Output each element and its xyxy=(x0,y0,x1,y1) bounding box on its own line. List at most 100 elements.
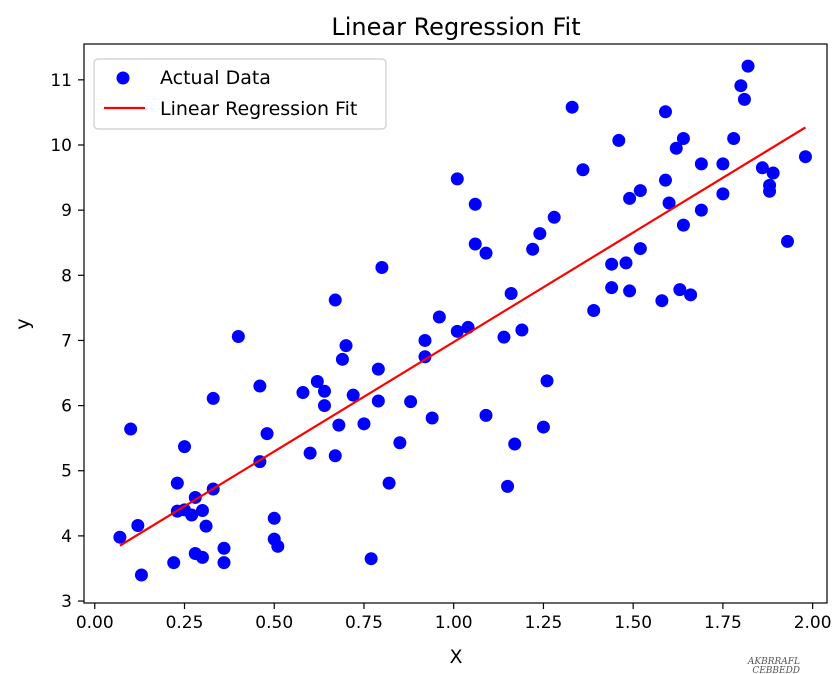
data-point xyxy=(619,256,633,270)
data-point xyxy=(404,395,418,409)
x-tick-label: 0.50 xyxy=(255,613,293,633)
y-tick-label: 5 xyxy=(61,462,72,482)
data-point xyxy=(605,257,619,271)
data-point xyxy=(658,173,672,187)
data-point xyxy=(716,157,730,171)
data-point xyxy=(260,427,274,441)
data-point xyxy=(694,203,708,217)
data-point xyxy=(170,476,184,490)
data-point xyxy=(134,568,148,582)
data-point xyxy=(450,172,464,186)
fit-line-layer xyxy=(119,126,807,547)
data-point xyxy=(328,449,342,463)
data-point xyxy=(185,508,199,522)
y-axis-label: y xyxy=(12,318,34,329)
data-point xyxy=(479,246,493,260)
y-axis: 3 4 5 6 7 8 9 10 11 xyxy=(50,71,84,612)
data-points xyxy=(113,59,812,582)
data-point xyxy=(655,294,669,308)
legend-label-actual-data: Actual Data xyxy=(160,67,271,89)
data-point xyxy=(684,288,698,302)
x-axis: 0.00 0.25 0.50 0.75 1.00 1.25 1.50 1.75 2.00 xyxy=(76,603,832,633)
data-point xyxy=(432,310,446,324)
data-point xyxy=(317,384,331,398)
data-point xyxy=(468,237,482,251)
chart-title: Linear Regression Fit xyxy=(331,13,580,41)
legend-marker-actual-data xyxy=(116,71,130,85)
data-point xyxy=(364,552,378,566)
data-point xyxy=(694,157,708,171)
x-tick-label: 0.00 xyxy=(76,613,114,633)
data-point xyxy=(497,330,511,344)
data-point xyxy=(371,394,385,408)
data-point xyxy=(504,287,518,301)
data-point xyxy=(798,150,812,164)
data-point xyxy=(781,234,795,248)
data-point xyxy=(178,440,192,454)
y-tick-label: 4 xyxy=(61,527,72,547)
data-point xyxy=(547,210,561,224)
watermark-line: CEBBEDD xyxy=(752,666,800,674)
y-tick-label: 10 xyxy=(50,136,72,156)
data-point xyxy=(339,339,353,353)
data-point xyxy=(332,418,346,432)
data-point xyxy=(296,386,310,400)
data-point xyxy=(131,518,145,532)
data-point xyxy=(526,242,540,256)
data-point xyxy=(633,184,647,198)
data-point xyxy=(755,161,769,175)
data-point xyxy=(540,374,554,388)
data-point xyxy=(623,191,637,205)
data-point xyxy=(633,242,647,256)
data-point xyxy=(536,420,550,434)
data-point xyxy=(716,187,730,201)
legend-label-regression: Linear Regression Fit xyxy=(160,98,357,120)
data-point xyxy=(195,550,209,564)
y-tick-label: 3 xyxy=(61,592,72,612)
data-point xyxy=(267,511,281,525)
watermark-line: AKBRRAFL xyxy=(747,657,800,667)
data-point xyxy=(587,303,601,317)
data-point xyxy=(124,422,138,436)
data-point xyxy=(676,218,690,232)
data-point xyxy=(763,184,777,198)
data-point xyxy=(673,283,687,297)
data-point xyxy=(533,227,547,241)
data-point xyxy=(335,352,349,366)
x-tick-label: 1.25 xyxy=(525,613,563,633)
data-point xyxy=(217,556,231,570)
data-point xyxy=(508,437,522,451)
data-point xyxy=(375,260,389,274)
data-point xyxy=(669,141,683,155)
x-tick-label: 0.25 xyxy=(166,613,204,633)
regression-line xyxy=(119,126,807,547)
data-point xyxy=(450,324,464,338)
data-point xyxy=(199,519,213,533)
data-point xyxy=(425,411,439,425)
data-point xyxy=(346,388,360,402)
data-point xyxy=(253,379,267,393)
data-point xyxy=(727,131,741,145)
data-point xyxy=(206,391,220,405)
data-point xyxy=(658,105,672,119)
data-point xyxy=(479,408,493,422)
data-point xyxy=(623,284,637,298)
data-point xyxy=(734,79,748,93)
data-point xyxy=(737,92,751,106)
plot-frame xyxy=(83,43,828,604)
data-point xyxy=(317,399,331,413)
watermark: AKBRRAFL CEBBEDD xyxy=(747,657,800,674)
y-tick-label: 6 xyxy=(61,397,72,417)
data-point xyxy=(382,476,396,490)
x-tick-label: 2.00 xyxy=(794,613,832,633)
data-point xyxy=(468,197,482,211)
legend-box xyxy=(93,58,387,130)
data-point xyxy=(217,541,231,555)
legend: Actual Data Linear Regression Fit xyxy=(93,58,387,130)
y-tick-label: 11 xyxy=(50,71,72,91)
x-tick-label: 0.75 xyxy=(345,613,383,633)
x-tick-label: 1.50 xyxy=(614,613,652,633)
data-point xyxy=(231,330,245,344)
data-point xyxy=(310,374,324,388)
